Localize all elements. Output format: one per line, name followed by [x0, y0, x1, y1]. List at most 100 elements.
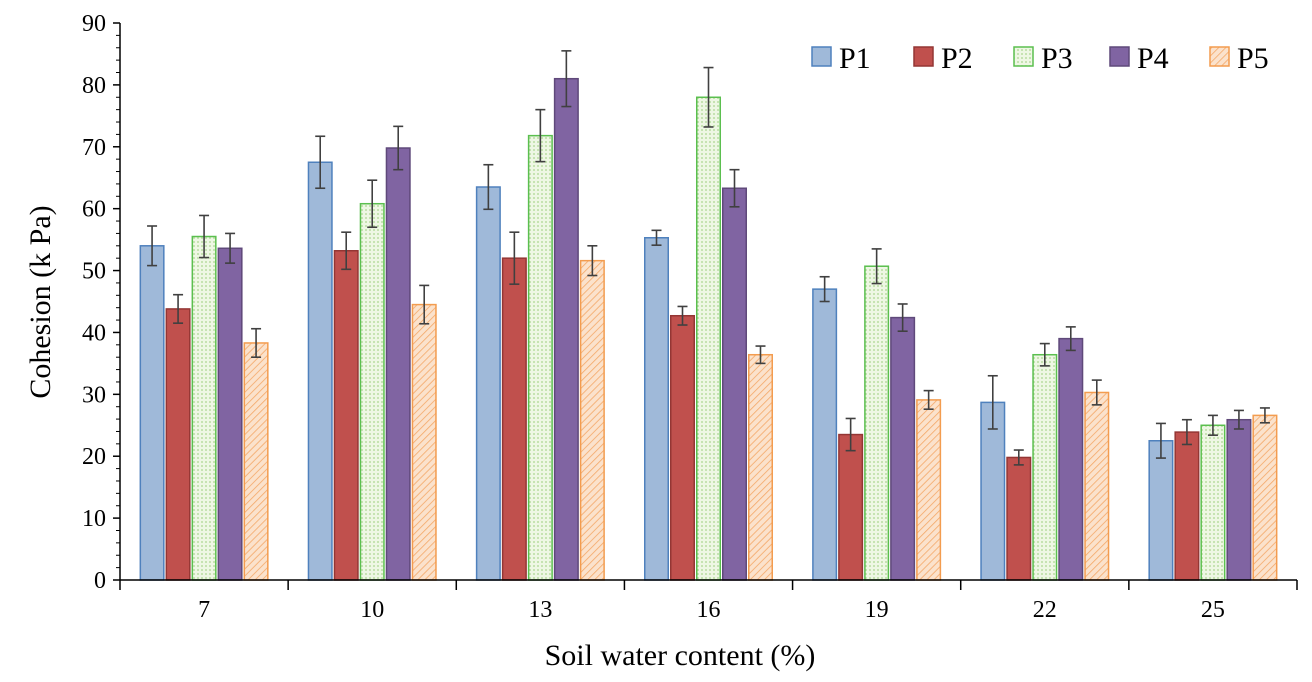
error-bar-p2-16 — [677, 305, 688, 326]
y-tick-label-80: 80 — [82, 73, 106, 99]
error-bar-p2-13 — [509, 231, 520, 285]
error-bar-p1-22 — [987, 374, 998, 430]
bar-p3-10 — [359, 202, 385, 581]
bar-p1-7 — [139, 245, 165, 581]
error-bar-p4-19 — [897, 303, 908, 333]
error-bar-p4-13 — [561, 50, 572, 108]
error-bar-p5-10 — [419, 284, 430, 325]
error-bar-p4-7 — [225, 232, 236, 264]
legend-swatch-p5 — [1209, 46, 1230, 67]
legend-label-p2: P2 — [941, 42, 973, 75]
bar-p2-25 — [1174, 431, 1200, 581]
x-tick-label-19: 19 — [865, 597, 889, 623]
y-tick-label-0: 0 — [94, 568, 106, 594]
error-bar-p3-16 — [703, 66, 714, 128]
y-tick-label-30: 30 — [82, 382, 106, 408]
error-bar-p1-13 — [483, 163, 494, 211]
legend-swatch-p1 — [811, 46, 832, 67]
y-tick-label-40: 40 — [82, 320, 106, 346]
legend-item-p4: P4 — [1109, 42, 1169, 75]
bar-p3-13 — [527, 134, 553, 581]
error-bar-p4-10 — [393, 125, 404, 171]
y-axis-title: Cohesion (k Pa) — [24, 205, 57, 398]
error-bar-layer — [147, 50, 1270, 466]
bar-p2-16 — [670, 314, 695, 581]
bar-p2-13 — [501, 257, 527, 581]
error-bar-p5-19 — [923, 389, 934, 410]
bar-p1-10 — [307, 161, 333, 581]
bar-p1-19 — [812, 288, 838, 581]
bar-p2-10 — [333, 250, 359, 581]
error-bar-p1-10 — [315, 135, 326, 190]
bar-p5-10 — [411, 303, 437, 581]
legend-label-p4: P4 — [1137, 42, 1169, 75]
legend-swatch-p3 — [1013, 46, 1034, 67]
legend-item-p2: P2 — [913, 42, 973, 75]
legend-label-p3: P3 — [1041, 42, 1073, 75]
y-tick-label-10: 10 — [82, 506, 106, 532]
legend-item-p3: P3 — [1013, 42, 1073, 75]
error-bar-p3-25 — [1207, 414, 1218, 436]
bar-p5-13 — [579, 259, 605, 581]
legend-item-p1: P1 — [811, 42, 871, 75]
x-tick-label-13: 13 — [528, 597, 552, 623]
error-bar-p2-10 — [341, 231, 352, 271]
axes — [119, 23, 1297, 581]
error-bar-p1-7 — [147, 225, 158, 267]
bar-p5-16 — [748, 353, 773, 581]
bar-p1-16 — [644, 237, 669, 581]
bar-p4-25 — [1226, 418, 1252, 581]
bar-p4-19 — [890, 316, 916, 581]
bar-p2-19 — [838, 433, 864, 581]
y-tick-label-50: 50 — [82, 259, 106, 285]
bar-p1-25 — [1148, 440, 1174, 581]
y-axis-ticks: 0 10 20 30 40 50 60 70 80 90 — [82, 11, 120, 594]
x-tick-label-22: 22 — [1033, 597, 1057, 623]
error-bar-p1-16 — [651, 229, 662, 246]
legend-swatch-p4 — [1109, 46, 1130, 67]
error-bar-p4-16 — [729, 168, 740, 208]
error-bar-p5-7 — [251, 327, 262, 359]
error-bar-p3-22 — [1039, 342, 1050, 367]
bar-p1-13 — [475, 186, 501, 581]
x-tick-label-25: 25 — [1201, 597, 1225, 623]
bar-p2-22 — [1006, 456, 1032, 581]
error-bar-p4-22 — [1065, 326, 1076, 352]
bar-p5-25 — [1252, 414, 1278, 581]
error-bar-p2-7 — [173, 293, 184, 324]
bar-p2-7 — [165, 308, 191, 581]
bar-p3-7 — [191, 235, 217, 581]
legend-label-p1: P1 — [839, 42, 871, 75]
bar-p4-16 — [722, 187, 747, 581]
legend: P1 P2 P3 P4 P5 — [811, 42, 1269, 75]
error-bar-p2-22 — [1013, 449, 1024, 466]
x-axis-ticks: 7 10 13 16 19 22 25 — [119, 580, 1298, 623]
error-bar-p3-7 — [199, 214, 210, 259]
error-bar-p3-10 — [367, 179, 378, 229]
bar-p4-7 — [217, 247, 243, 581]
x-tick-label-7: 7 — [198, 597, 210, 623]
legend-swatch-p2 — [913, 46, 934, 67]
error-bar-p4-25 — [1233, 409, 1244, 430]
error-bar-p5-13 — [587, 245, 598, 277]
x-tick-label-10: 10 — [360, 597, 384, 623]
error-bar-p2-19 — [845, 417, 856, 452]
x-tick-label-16: 16 — [697, 597, 721, 623]
y-tick-label-90: 90 — [82, 11, 106, 37]
bar-p4-10 — [385, 147, 411, 581]
bar-p3-16 — [696, 96, 721, 581]
y-tick-label-60: 60 — [82, 197, 106, 223]
error-bar-p1-19 — [819, 275, 830, 303]
y-tick-label-20: 20 — [82, 444, 106, 470]
bar-p5-7 — [243, 342, 269, 581]
bar-p4-22 — [1058, 337, 1084, 581]
bar-p4-13 — [553, 77, 579, 581]
bar-p3-25 — [1200, 424, 1226, 581]
error-bar-p1-25 — [1155, 422, 1166, 459]
legend-label-p5: P5 — [1237, 42, 1269, 75]
error-bar-p5-16 — [755, 345, 766, 365]
bar-p3-19 — [864, 265, 890, 581]
bar-p3-22 — [1032, 353, 1058, 581]
error-bar-p3-13 — [535, 108, 546, 163]
